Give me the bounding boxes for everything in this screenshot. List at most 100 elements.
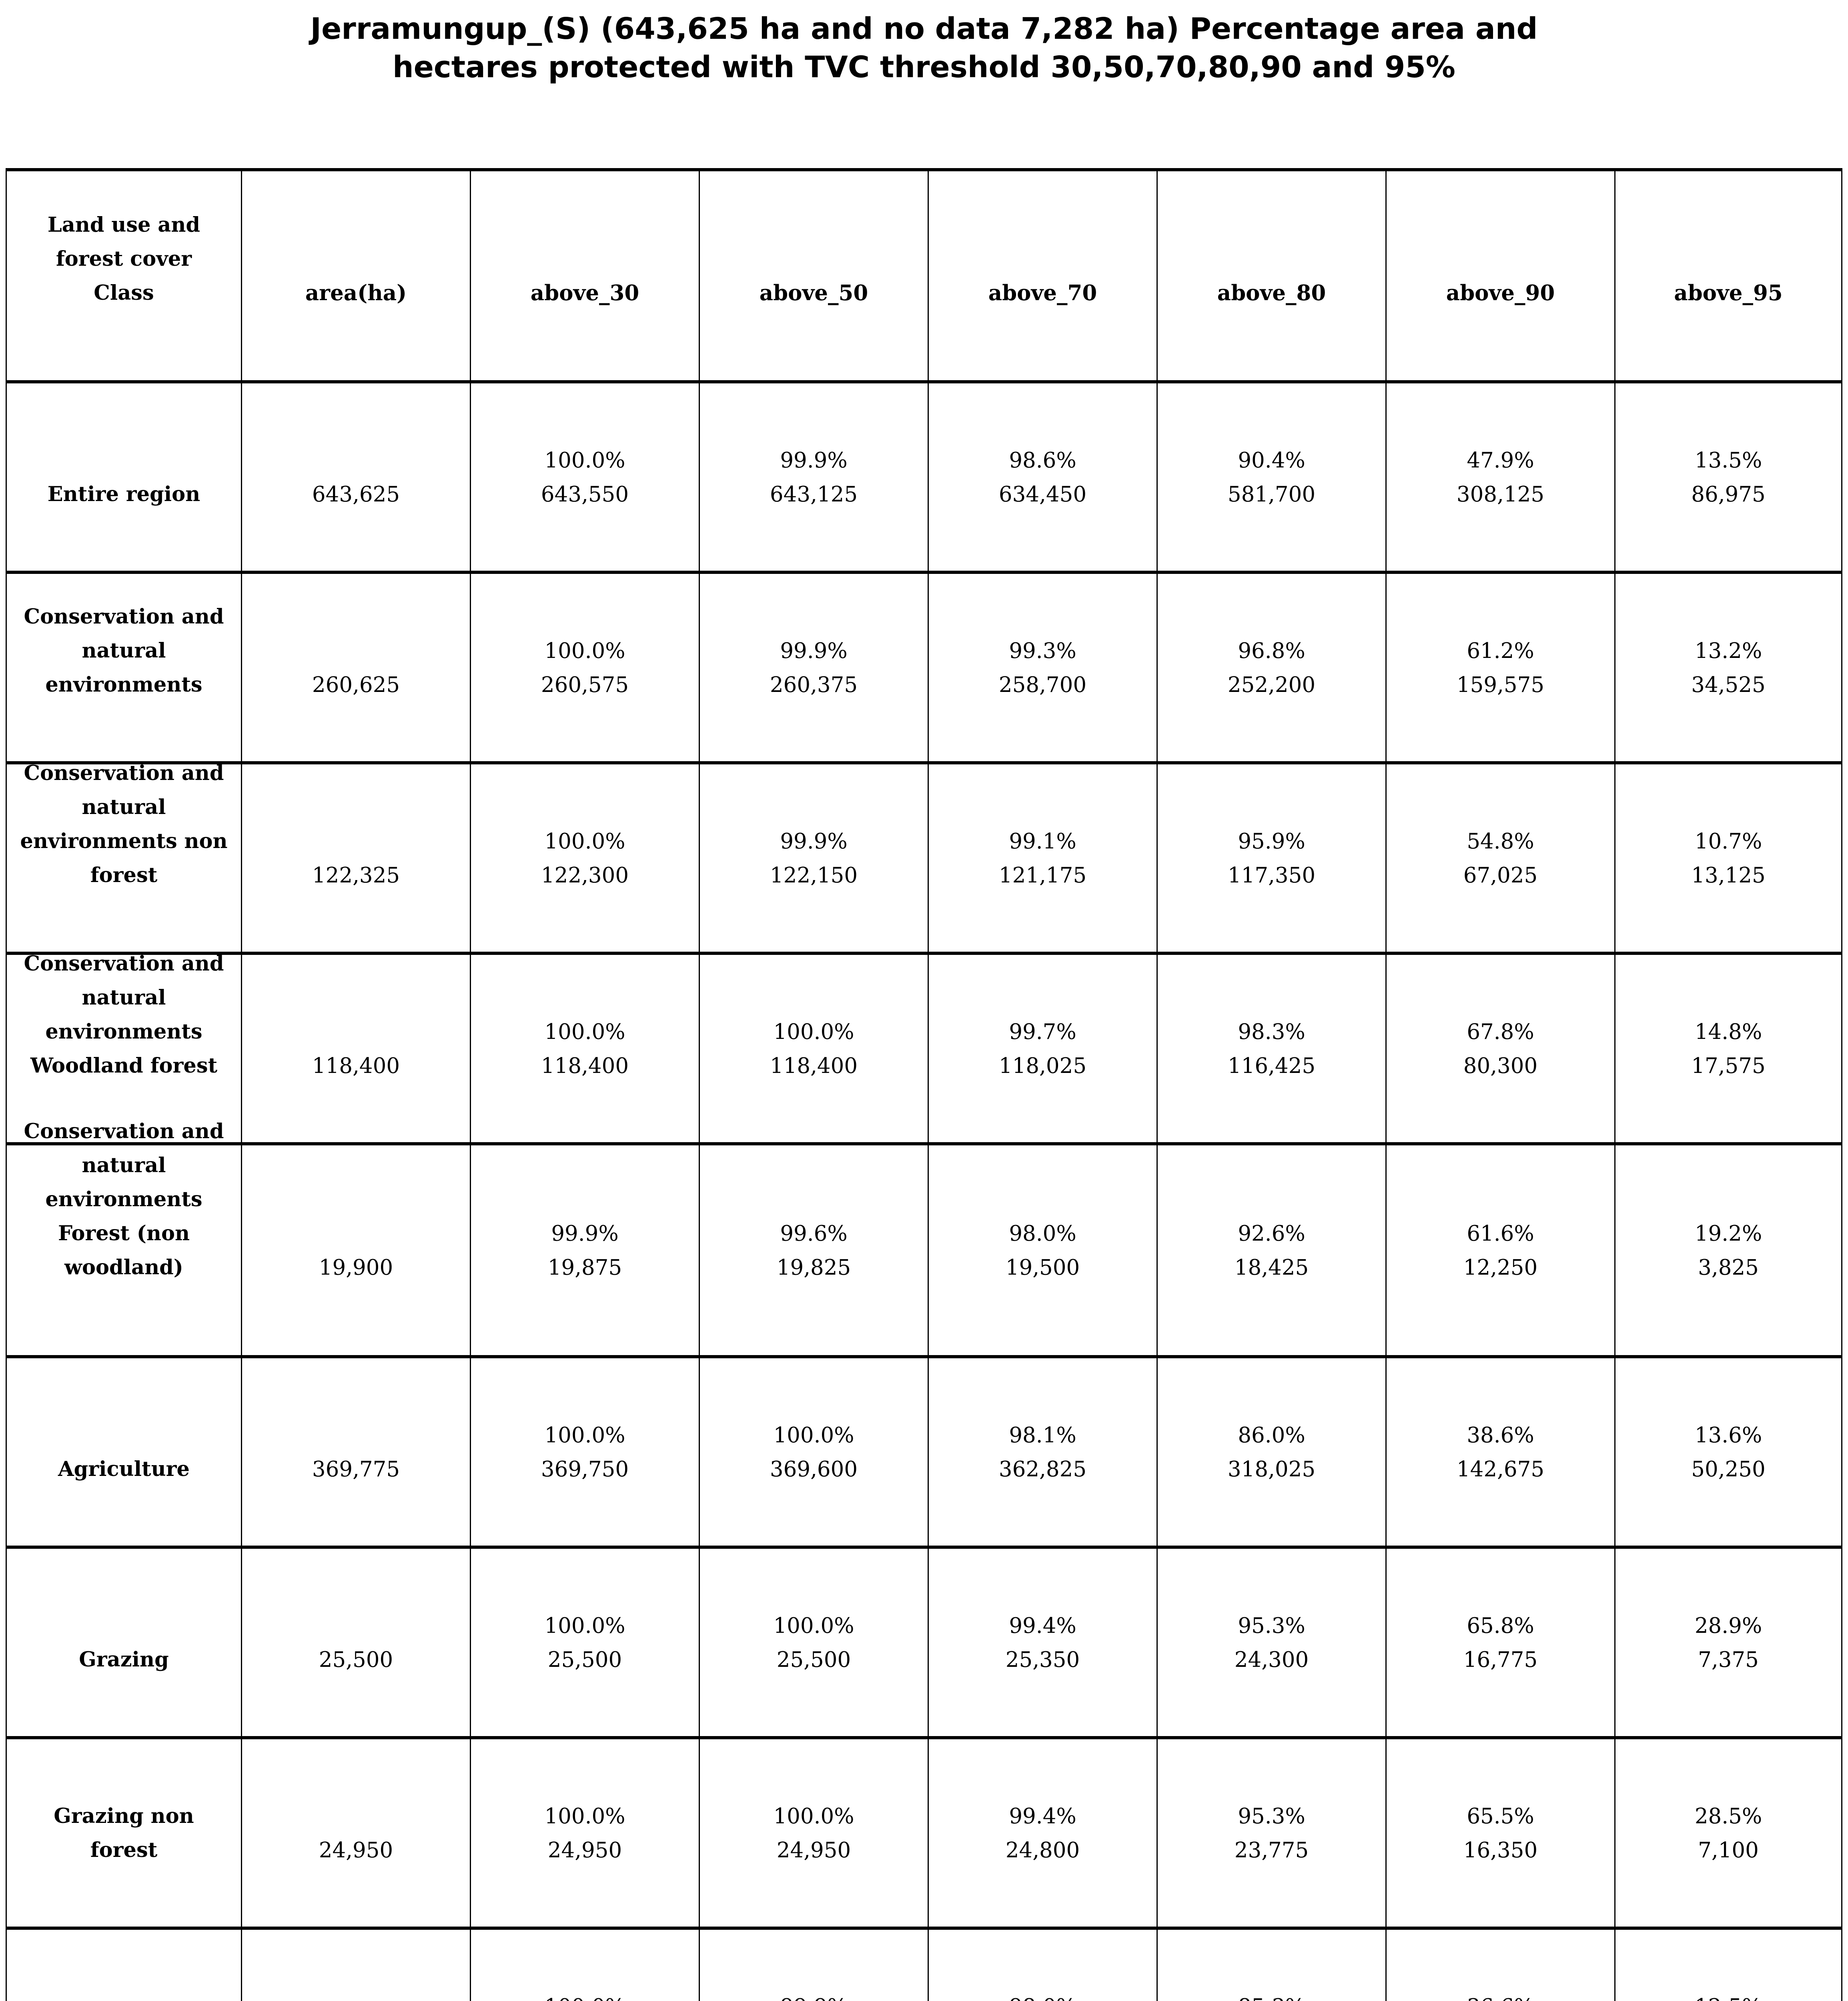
above-50-cell: 99.9%344,100: [700, 1930, 929, 2001]
figure-title-line1: Jerramungup_(S) (643,625 ha and no data …: [310, 12, 1538, 46]
above-80-cell: 92.6% 18,425: [1158, 1145, 1387, 1355]
percent-value: 67.8%: [1467, 1020, 1534, 1044]
hectares-value: 19,875: [547, 1255, 622, 1280]
percent-value: 95.3%: [1238, 1804, 1305, 1829]
percent-value: 99.9%: [701, 1990, 927, 2001]
header-label: above_90: [1446, 281, 1555, 305]
above-70-cell: 98.0%337,475: [929, 1930, 1158, 2001]
above-95-cell: 13.5% 86,975: [1615, 383, 1841, 571]
table-row: Agriculture 369,775 100.0% 369,750 100.0%…: [7, 1358, 1841, 1549]
percent-value: 96.8%: [1238, 639, 1305, 663]
hectares-value: 581,700: [1227, 482, 1316, 507]
percent-value: 14.8%: [1694, 1020, 1762, 1044]
figure-title: Jerramungup_(S) (643,625 ha and no data …: [0, 10, 1848, 86]
hectares-value: 308,125: [1456, 482, 1545, 507]
header-class-line: forest cover: [56, 247, 192, 271]
header-label: above_70: [988, 281, 1097, 305]
percent-value: 95.3%: [1238, 1614, 1305, 1638]
hectares-value: 12,250: [1463, 1255, 1538, 1280]
above-70-cell: 99.1% 121,175: [929, 764, 1158, 952]
hectares-value: 318,025: [1227, 1457, 1316, 1482]
header-class-line: Land use and: [47, 213, 200, 237]
header-label: above_30: [530, 281, 639, 305]
percent-value: 28.9%: [1694, 1614, 1762, 1638]
above-30-cell: 100.0% 118,400: [471, 955, 700, 1142]
data-table: Land use and forest cover Class area(ha)…: [6, 168, 1842, 2001]
percent-value: 100.0%: [544, 1614, 625, 1638]
above-80-cell: 90.4% 581,700: [1158, 383, 1387, 571]
row-label-line: forest: [90, 1838, 158, 1862]
percent-value: 98.0%: [930, 1990, 1156, 2001]
percent-value: 19.2%: [1694, 1221, 1762, 1246]
above-30-cell: 100.0% 122,300: [471, 764, 700, 952]
percent-value: 98.6%: [1009, 448, 1076, 473]
above-95-cell: 12.5%42,875: [1615, 1930, 1841, 2001]
above-50-cell: 99.6% 19,825: [700, 1145, 929, 1355]
percent-value: 61.2%: [1467, 639, 1534, 663]
area-cell: 643,625: [242, 383, 471, 571]
percent-value: 13.6%: [1694, 1423, 1762, 1448]
row-label-cell: Conservation and natural environments: [7, 574, 242, 761]
above-30-cell: 100.0% 643,550: [471, 383, 700, 571]
area-cell: 25,500: [242, 1549, 471, 1736]
header-above-30-cell: above_30: [471, 171, 700, 380]
percent-value: 92.6%: [1238, 1221, 1305, 1246]
table-row: Conservation and natural environments 26…: [7, 574, 1841, 764]
above-90-cell: 47.9% 308,125: [1387, 383, 1615, 571]
percent-value: 100.0%: [544, 639, 625, 663]
area-value: 25,500: [319, 1648, 393, 1672]
hectares-value: 258,700: [998, 673, 1087, 697]
hectares-value: 16,350: [1463, 1838, 1538, 1863]
above-95-cell: 19.2% 3,825: [1615, 1145, 1841, 1355]
above-80-cell: 85.3%293,725: [1158, 1930, 1387, 2001]
above-70-cell: 99.4% 25,350: [929, 1549, 1158, 1736]
percent-value: 99.9%: [780, 829, 848, 854]
area-value: 643,625: [312, 482, 400, 507]
percent-value: 100.0%: [544, 1423, 625, 1448]
percent-value: 99.4%: [1009, 1804, 1076, 1829]
percent-value: 38.6%: [1467, 1423, 1534, 1448]
percent-value: 65.8%: [1467, 1614, 1534, 1638]
hectares-value: 25,500: [776, 1648, 851, 1672]
table-row: Cropping 344,275 100.0%344,250 99.9%344,…: [7, 1930, 1841, 2001]
row-label-line: forest: [90, 863, 158, 887]
percent-value: 100.0%: [773, 1020, 854, 1044]
area-cell: 260,625: [242, 574, 471, 761]
hectares-value: 7,375: [1698, 1648, 1759, 1672]
hectares-value: 117,350: [1227, 863, 1316, 888]
above-50-cell: 100.0% 24,950: [700, 1739, 929, 1927]
row-label-line: Conservation and: [24, 605, 224, 629]
percent-value: 47.9%: [1467, 448, 1534, 473]
table-row: Conservation and natural environments Wo…: [7, 952, 1841, 1145]
hectares-value: 17,575: [1691, 1054, 1766, 1078]
percent-value: 99.1%: [1009, 829, 1076, 854]
row-label-cell: Conservation and natural environments Wo…: [7, 952, 242, 1142]
area-value: 369,775: [312, 1457, 400, 1482]
hectares-value: 25,350: [1005, 1648, 1080, 1672]
hectares-value: 34,525: [1691, 673, 1766, 697]
percent-value: 13.2%: [1694, 639, 1762, 663]
percent-value: 95.9%: [1238, 829, 1305, 854]
area-value: 260,625: [312, 673, 400, 697]
hectares-value: 260,375: [770, 673, 858, 697]
percent-value: 98.1%: [1009, 1423, 1076, 1448]
row-label-line: natural: [82, 639, 166, 663]
percent-value: 99.9%: [780, 639, 848, 663]
percent-value: 90.4%: [1238, 448, 1305, 473]
percent-value: 100.0%: [472, 1990, 698, 2001]
row-label-line: Grazing non: [54, 1804, 194, 1828]
above-50-cell: 99.9% 643,125: [700, 383, 929, 571]
table-row: Grazing non forest 24,950 100.0% 24,950 1…: [7, 1739, 1841, 1930]
area-value: 122,325: [312, 863, 400, 888]
hectares-value: 362,825: [998, 1457, 1087, 1482]
area-value: 118,400: [312, 1054, 400, 1078]
hectares-value: 18,425: [1234, 1255, 1309, 1280]
above-50-cell: 100.0% 118,400: [700, 955, 929, 1142]
above-90-cell: 65.8% 16,775: [1387, 1549, 1615, 1736]
hectares-value: 116,425: [1227, 1054, 1316, 1078]
hectares-value: 24,950: [776, 1838, 851, 1863]
above-95-cell: 13.2% 34,525: [1615, 574, 1841, 761]
above-70-cell: 99.7% 118,025: [929, 955, 1158, 1142]
hectares-value: 24,950: [547, 1838, 622, 1863]
row-label-line: natural: [82, 1153, 166, 1177]
